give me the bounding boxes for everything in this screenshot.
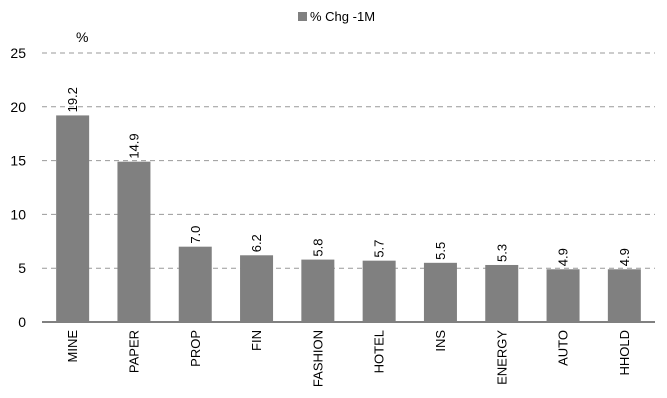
data-labels: 19.2 14.9 7.0 6.2 5.8 5.7 5.5 5.3 4.9 4.9 <box>65 87 632 266</box>
category-labels: MINE PAPER PROP FIN FASHION HOTEL INS ENERGY AUT… <box>65 330 632 387</box>
x-tick-label: PAPER <box>126 330 141 373</box>
bar <box>117 161 151 322</box>
y-tick-label: 15 <box>10 153 26 169</box>
data-label: 14.9 <box>126 133 141 158</box>
x-tick-label: INS <box>433 330 448 352</box>
data-label: 19.2 <box>65 87 80 112</box>
data-label: 5.5 <box>433 242 448 260</box>
x-tick-label: FIN <box>249 330 264 351</box>
bar <box>423 262 457 322</box>
x-tick-label: ENERGY <box>494 330 509 385</box>
y-tick-label: 5 <box>18 260 26 276</box>
x-tick-label: MINE <box>65 330 80 363</box>
legend: % Chg -1M <box>298 9 375 24</box>
data-label: 5.8 <box>310 239 325 257</box>
bar <box>607 269 641 322</box>
bar <box>240 255 274 322</box>
x-tick-label: HHOLD <box>617 330 632 376</box>
bar <box>485 264 519 322</box>
bar <box>362 260 396 322</box>
bar <box>301 259 335 322</box>
legend-swatch <box>298 12 307 21</box>
x-tick-label: PROP <box>188 330 203 367</box>
data-label: 5.3 <box>494 244 509 262</box>
y-tick-label: 0 <box>18 314 26 330</box>
data-label: 6.2 <box>249 234 264 252</box>
y-tick-label: 20 <box>10 99 26 115</box>
data-label: 7.0 <box>188 226 203 244</box>
y-tick-label: 10 <box>10 206 26 222</box>
y-unit-label: % <box>76 29 88 45</box>
x-tick-label: FASHION <box>310 330 325 387</box>
x-tick-label: AUTO <box>556 330 571 366</box>
data-label: 5.7 <box>372 240 387 258</box>
data-label: 4.9 <box>556 248 571 266</box>
bars <box>56 115 641 323</box>
legend-label: % Chg -1M <box>310 9 375 24</box>
x-tick-label: HOTEL <box>372 330 387 373</box>
data-label: 4.9 <box>617 248 632 266</box>
bar <box>56 115 90 323</box>
bar <box>178 246 212 322</box>
bar <box>546 269 580 322</box>
y-tick-label: 25 <box>10 45 26 61</box>
